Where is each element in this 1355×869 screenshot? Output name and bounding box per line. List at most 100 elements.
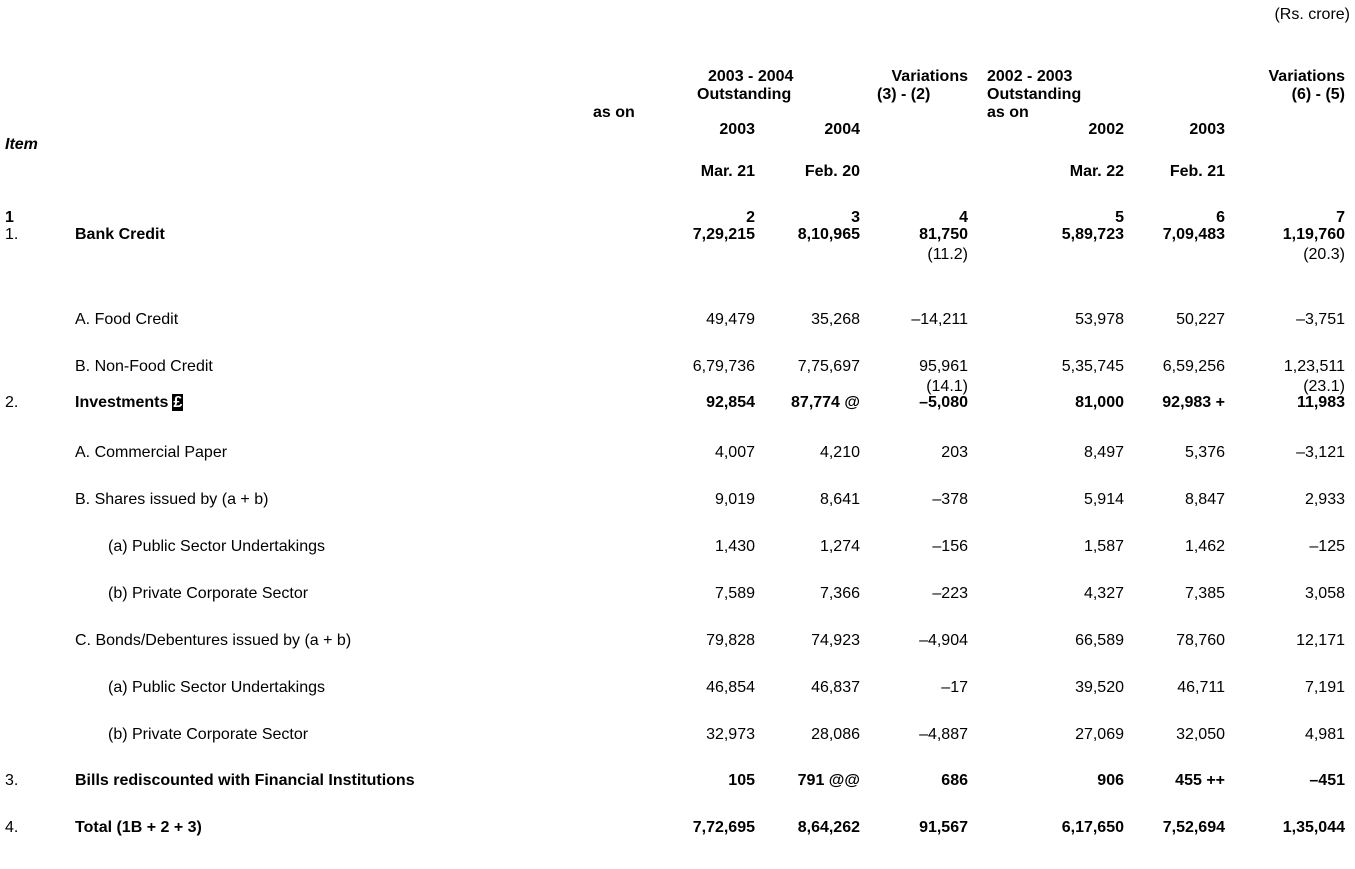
group-outstanding: Outstanding (987, 86, 1082, 103)
row-label: (b) Private Corporate Sector (108, 726, 309, 743)
cell: –5,080 (919, 394, 968, 411)
cell: 78,760 (1176, 632, 1225, 649)
row-label: (b) Private Corporate Sector (108, 585, 309, 602)
row-label: A. Food Credit (75, 311, 179, 328)
cell: 9,019 (714, 491, 755, 508)
cell: 7,72,695 (692, 819, 755, 836)
cell: 5,89,723 (1061, 226, 1124, 243)
cell: 7,191 (1304, 679, 1345, 696)
cell: 1,587 (1083, 538, 1124, 555)
cell: 455 ++ (1175, 772, 1225, 789)
cell: 46,854 (706, 679, 755, 696)
cell: 6,17,650 (1061, 819, 1124, 836)
cell: 46,837 (811, 679, 860, 696)
cell: 1,462 (1184, 538, 1225, 555)
row-label: Bills rediscounted with Financial Instit… (75, 772, 415, 789)
group-outstanding: Outstanding (697, 86, 792, 103)
percent-note: (20.3) (1303, 246, 1345, 263)
cell: 6,59,256 (1162, 358, 1225, 375)
cell: –125 (1309, 538, 1345, 555)
row-number: 4. (5, 819, 19, 836)
cell: –17 (941, 679, 968, 696)
cell: 4,210 (819, 444, 860, 461)
cell: 906 (1097, 772, 1124, 789)
cell: 8,64,262 (797, 819, 860, 836)
row-label: Investments £ (75, 394, 184, 411)
cell: 7,589 (714, 585, 755, 602)
cell: 1,274 (819, 538, 860, 555)
row-label: C. Bonds/Debentures issued by (a + b) (75, 632, 352, 649)
cell: –156 (932, 538, 968, 555)
group-period: 2003 - 2004 (708, 68, 794, 85)
year: 2004 (824, 121, 860, 138)
column-number: 6 (1216, 209, 1225, 226)
cell: 7,09,483 (1162, 226, 1225, 243)
column-number: 1 (5, 209, 14, 226)
cell: 39,520 (1075, 679, 1124, 696)
cell: –4,904 (919, 632, 968, 649)
cell: 27,069 (1075, 726, 1124, 743)
column-number: 7 (1336, 209, 1345, 226)
column-number: 3 (851, 209, 860, 226)
cell: 92,983 + (1162, 394, 1225, 411)
cell: –451 (1309, 772, 1345, 789)
cell: 7,29,215 (692, 226, 755, 243)
cell: 50,227 (1176, 311, 1225, 328)
cell: 1,19,760 (1282, 226, 1345, 243)
percent-note: (11.2) (927, 246, 968, 263)
column-number: 5 (1115, 209, 1124, 226)
row-label: A. Commercial Paper (75, 444, 228, 461)
date: Feb. 21 (1169, 163, 1225, 180)
cell: 95,961 (919, 358, 968, 375)
cell: 6,79,736 (692, 358, 755, 375)
row-label: B. Non-Food Credit (75, 358, 213, 375)
cell: –378 (932, 491, 968, 508)
cell: 49,479 (706, 311, 755, 328)
cell: 8,497 (1083, 444, 1124, 461)
cell: 53,978 (1075, 311, 1124, 328)
year: 2002 (1088, 121, 1124, 138)
cell: 79,828 (706, 632, 755, 649)
column-number: 2 (746, 209, 755, 226)
row-number: 2. (5, 394, 19, 411)
cell: 74,923 (811, 632, 860, 649)
row-number: 1. (5, 226, 19, 243)
cell: 46,711 (1177, 679, 1225, 696)
cell: 35,268 (811, 311, 860, 328)
date: Mar. 22 (1069, 163, 1124, 180)
cell: 686 (941, 772, 968, 789)
row-label: Bank Credit (75, 226, 165, 243)
cell: 28,086 (811, 726, 860, 743)
cell: 81,750 (919, 226, 968, 243)
cell: 91,567 (919, 819, 968, 836)
cell: 5,376 (1184, 444, 1225, 461)
cell: 66,589 (1075, 632, 1124, 649)
percent-note: (14.1) (926, 378, 968, 395)
cell: 4,007 (714, 444, 755, 461)
variation-label: Variations (1268, 68, 1345, 85)
cell: 105 (728, 772, 755, 789)
cell: –3,121 (1296, 444, 1345, 461)
cell: 5,914 (1083, 491, 1124, 508)
group-period: 2002 - 2003 (987, 68, 1073, 85)
cell: 92,854 (706, 394, 755, 411)
cell: 1,35,044 (1282, 819, 1345, 836)
symbol: £ (172, 394, 184, 411)
variation-label: Variations (891, 68, 968, 85)
variation-formula: (6) - (5) (1291, 86, 1345, 103)
cell: 8,10,965 (797, 226, 860, 243)
cell: 4,981 (1304, 726, 1345, 743)
cell: –223 (932, 585, 968, 602)
cell: 81,000 (1075, 394, 1124, 411)
unit-note: (Rs. crore) (1274, 6, 1350, 23)
row-label: B. Shares issued by (a + b) (75, 491, 269, 508)
year: 2003 (719, 121, 755, 138)
date: Mar. 21 (700, 163, 755, 180)
group-as-on: as on (593, 104, 635, 121)
cell: 3,058 (1304, 585, 1345, 602)
cell: 2,933 (1304, 491, 1345, 508)
item-header: Item (5, 136, 38, 153)
variation-formula: (3) - (2) (877, 86, 931, 103)
cell: 12,171 (1296, 632, 1345, 649)
cell: 791 @@ (797, 772, 860, 789)
